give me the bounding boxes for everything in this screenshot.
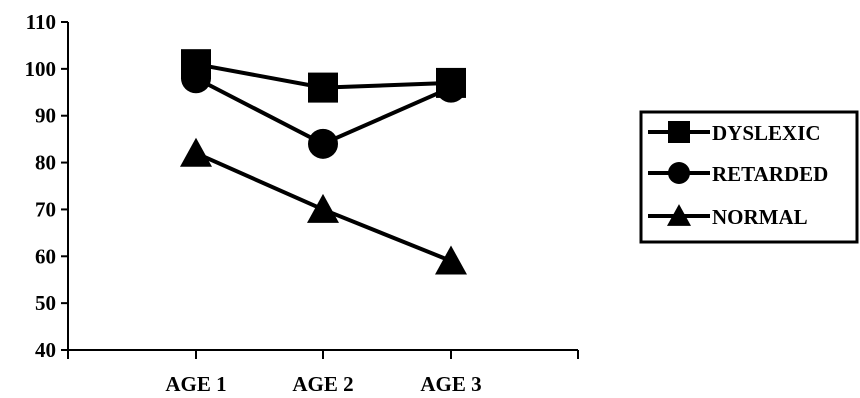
data-point-retarded: [436, 72, 466, 103]
y-tick-label: 50: [35, 291, 56, 315]
legend-item-dyslexic: DYSLEXIC: [648, 121, 821, 145]
series-normal: [180, 137, 467, 275]
x-tick-label: AGE 3: [420, 372, 481, 396]
y-tick-label: 40: [35, 338, 56, 362]
y-tick-label: 60: [35, 244, 56, 268]
legend-marker-triangle: [667, 204, 691, 226]
series-layer: [180, 49, 467, 275]
x-tick-label: AGE 2: [292, 372, 353, 396]
y-tick-label: 90: [35, 104, 56, 128]
series-retarded: [181, 63, 466, 159]
y-tick-label: 100: [25, 57, 57, 81]
legend-marker-square: [668, 121, 690, 143]
data-point-normal: [180, 137, 212, 167]
legend-label: RETARDED: [712, 162, 828, 186]
data-point-dyslexic: [308, 72, 338, 103]
x-tick-label: AGE 1: [165, 372, 226, 396]
data-point-normal: [307, 193, 339, 223]
legend-label: DYSLEXIC: [712, 121, 821, 145]
y-tick-label: 80: [35, 151, 56, 175]
data-point-retarded: [308, 128, 338, 159]
y-tick-label: 110: [26, 10, 56, 34]
legend-marker-circle: [668, 162, 690, 184]
data-point-retarded: [181, 63, 211, 94]
y-tick-label: 70: [35, 197, 56, 221]
legend-item-retarded: RETARDED: [648, 162, 828, 186]
legend-label: NORMAL: [712, 205, 808, 229]
legend: DYSLEXIC RETARDED NORMAL: [639, 110, 859, 244]
legend-item-normal: NORMAL: [648, 204, 808, 229]
data-point-normal: [435, 245, 467, 275]
axes: 40 50 60 70 80 90 100 110 AGE 1 AGE 2 AGE 3: [25, 10, 579, 396]
